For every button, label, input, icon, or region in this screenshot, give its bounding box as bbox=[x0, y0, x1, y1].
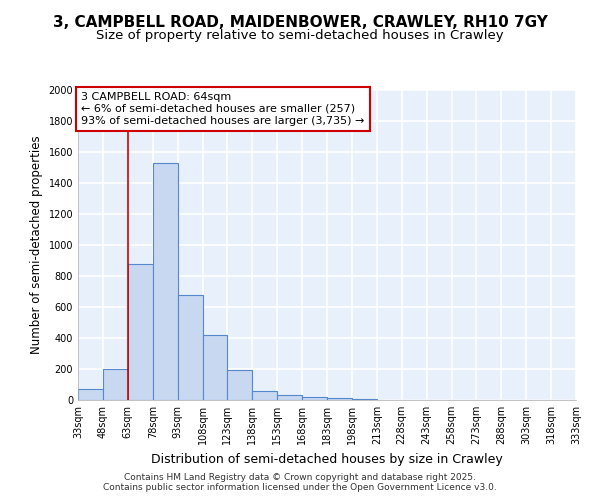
Text: 3 CAMPBELL ROAD: 64sqm
← 6% of semi-detached houses are smaller (257)
93% of sem: 3 CAMPBELL ROAD: 64sqm ← 6% of semi-deta… bbox=[82, 92, 365, 126]
Bar bbox=[128, 264, 153, 400]
Bar bbox=[78, 389, 103, 400]
Bar bbox=[103, 369, 128, 400]
Bar bbox=[327, 398, 352, 400]
Bar bbox=[153, 163, 178, 400]
Text: Size of property relative to semi-detached houses in Crawley: Size of property relative to semi-detach… bbox=[96, 28, 504, 42]
Bar bbox=[302, 397, 327, 400]
Bar bbox=[253, 390, 277, 400]
Bar bbox=[352, 399, 377, 400]
Y-axis label: Number of semi-detached properties: Number of semi-detached properties bbox=[30, 136, 43, 354]
Bar bbox=[203, 335, 227, 400]
Text: 3, CAMPBELL ROAD, MAIDENBOWER, CRAWLEY, RH10 7GY: 3, CAMPBELL ROAD, MAIDENBOWER, CRAWLEY, … bbox=[53, 15, 547, 30]
Text: Contains HM Land Registry data © Crown copyright and database right 2025.
Contai: Contains HM Land Registry data © Crown c… bbox=[103, 473, 497, 492]
Bar bbox=[277, 396, 302, 400]
X-axis label: Distribution of semi-detached houses by size in Crawley: Distribution of semi-detached houses by … bbox=[151, 452, 503, 466]
Bar bbox=[227, 370, 253, 400]
Bar bbox=[178, 294, 203, 400]
